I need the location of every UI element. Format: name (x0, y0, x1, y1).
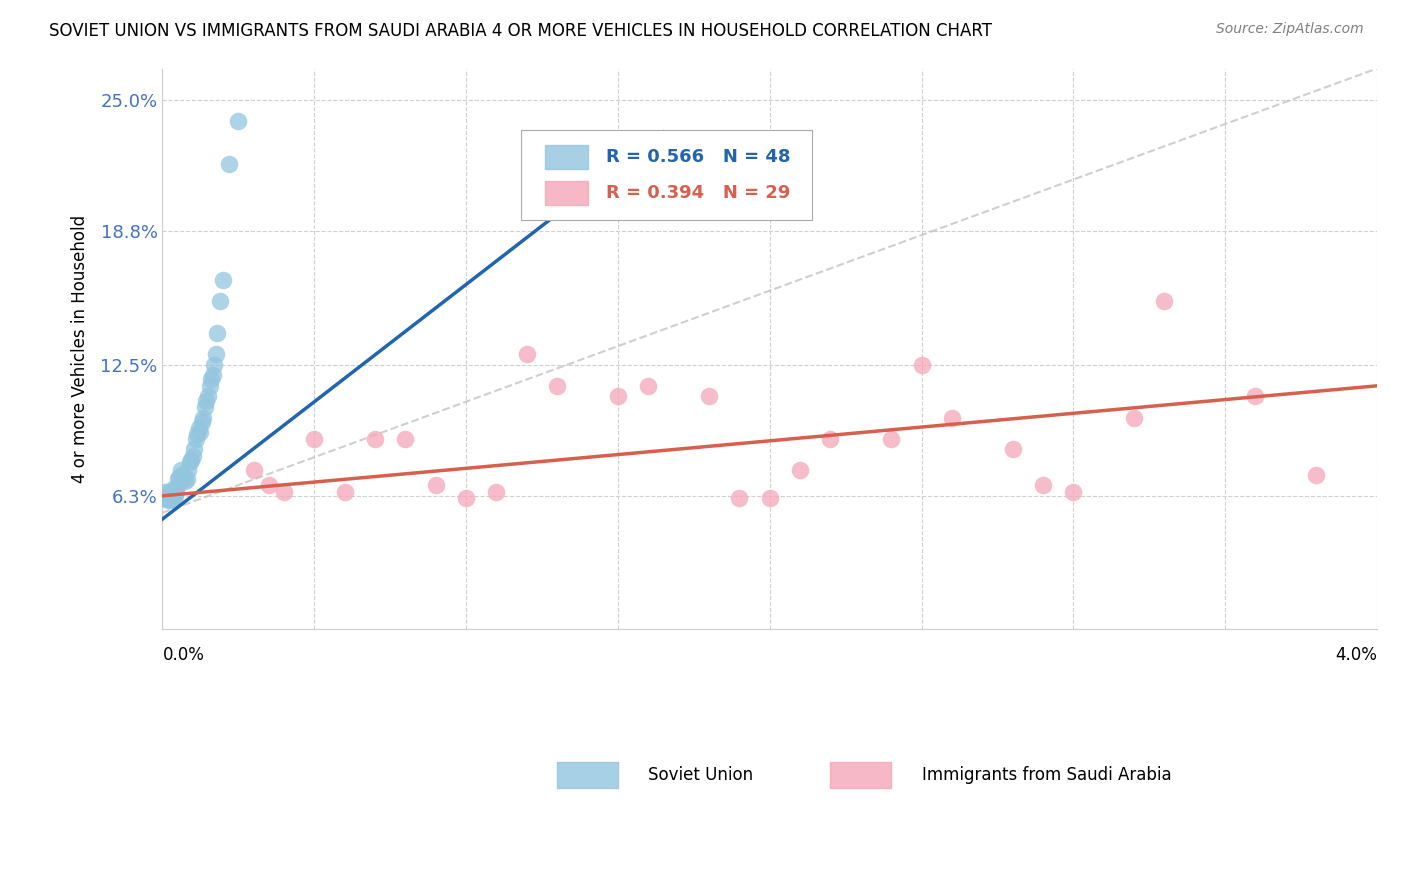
Point (160, 486, 183, 500)
Point (333, 484, 356, 499)
Point (173, 470, 195, 484)
Point (209, 294, 232, 309)
Point (157, 484, 180, 499)
Point (187, 421, 209, 435)
Y-axis label: 4 or more Vehicles in Household: 4 or more Vehicles in Household (72, 215, 89, 483)
FancyBboxPatch shape (520, 130, 813, 219)
Point (606, 389, 628, 403)
Point (697, 389, 720, 403)
Text: R = 0.394   N = 29: R = 0.394 N = 29 (606, 184, 790, 202)
Point (194, 400, 217, 414)
Point (425, 478, 447, 492)
Point (1062, 484, 1084, 499)
Point (180, 453, 202, 467)
Point (198, 379, 221, 393)
Point (204, 347, 226, 361)
Point (485, 484, 508, 499)
Point (172, 467, 194, 482)
Point (228, 114, 250, 128)
Point (273, 484, 295, 499)
Point (516, 347, 538, 361)
Point (1305, 467, 1327, 482)
FancyBboxPatch shape (557, 763, 617, 788)
Point (242, 463, 264, 477)
Point (202, 358, 225, 372)
Point (163, 486, 186, 500)
Point (184, 432, 207, 446)
Point (257, 478, 280, 492)
Point (191, 415, 214, 429)
Point (177, 463, 200, 477)
Text: Immigrants from Saudi Arabia: Immigrants from Saudi Arabia (921, 766, 1171, 784)
Point (394, 432, 416, 446)
Point (193, 410, 215, 425)
Point (1153, 294, 1175, 309)
Point (212, 273, 235, 287)
Point (160, 493, 183, 508)
Point (163, 484, 186, 499)
Point (186, 427, 208, 442)
Point (205, 326, 228, 340)
Point (179, 455, 201, 469)
Point (166, 472, 188, 486)
Point (176, 472, 198, 486)
Point (156, 489, 179, 503)
Point (910, 358, 932, 372)
Point (162, 483, 184, 497)
Point (197, 389, 219, 403)
Point (546, 379, 568, 393)
Point (454, 491, 477, 505)
Point (160, 491, 183, 505)
FancyBboxPatch shape (831, 763, 891, 788)
Point (181, 449, 204, 463)
Point (1244, 389, 1267, 403)
Text: 0.0%: 0.0% (163, 646, 204, 664)
Point (183, 442, 205, 457)
Point (159, 489, 181, 503)
Point (941, 410, 963, 425)
Point (157, 491, 180, 505)
Point (195, 393, 218, 408)
Point (153, 491, 176, 505)
Text: Soviet Union: Soviet Union (648, 766, 754, 784)
Point (165, 483, 187, 497)
Point (364, 432, 387, 446)
Point (304, 432, 326, 446)
Point (167, 470, 190, 484)
Point (155, 489, 177, 503)
Point (1001, 442, 1024, 457)
FancyBboxPatch shape (546, 181, 588, 205)
Point (170, 463, 193, 477)
Text: R = 0.566   N = 48: R = 0.566 N = 48 (606, 148, 790, 166)
Point (758, 491, 780, 505)
Point (1032, 478, 1054, 492)
Point (201, 368, 224, 383)
Point (789, 463, 811, 477)
Point (200, 372, 222, 386)
Point (880, 432, 903, 446)
Point (820, 432, 842, 446)
Point (156, 493, 179, 508)
Point (1123, 410, 1146, 425)
Point (728, 491, 751, 505)
Point (190, 425, 212, 440)
Point (166, 480, 188, 494)
Text: Source: ZipAtlas.com: Source: ZipAtlas.com (1216, 22, 1364, 37)
Point (165, 489, 187, 503)
Point (218, 157, 240, 171)
Text: SOVIET UNION VS IMMIGRANTS FROM SAUDI ARABIA 4 OR MORE VEHICLES IN HOUSEHOLD COR: SOVIET UNION VS IMMIGRANTS FROM SAUDI AR… (49, 22, 993, 40)
FancyBboxPatch shape (546, 145, 588, 169)
Point (174, 474, 197, 488)
Point (155, 484, 177, 499)
Text: 4.0%: 4.0% (1336, 646, 1376, 664)
Point (637, 379, 659, 393)
